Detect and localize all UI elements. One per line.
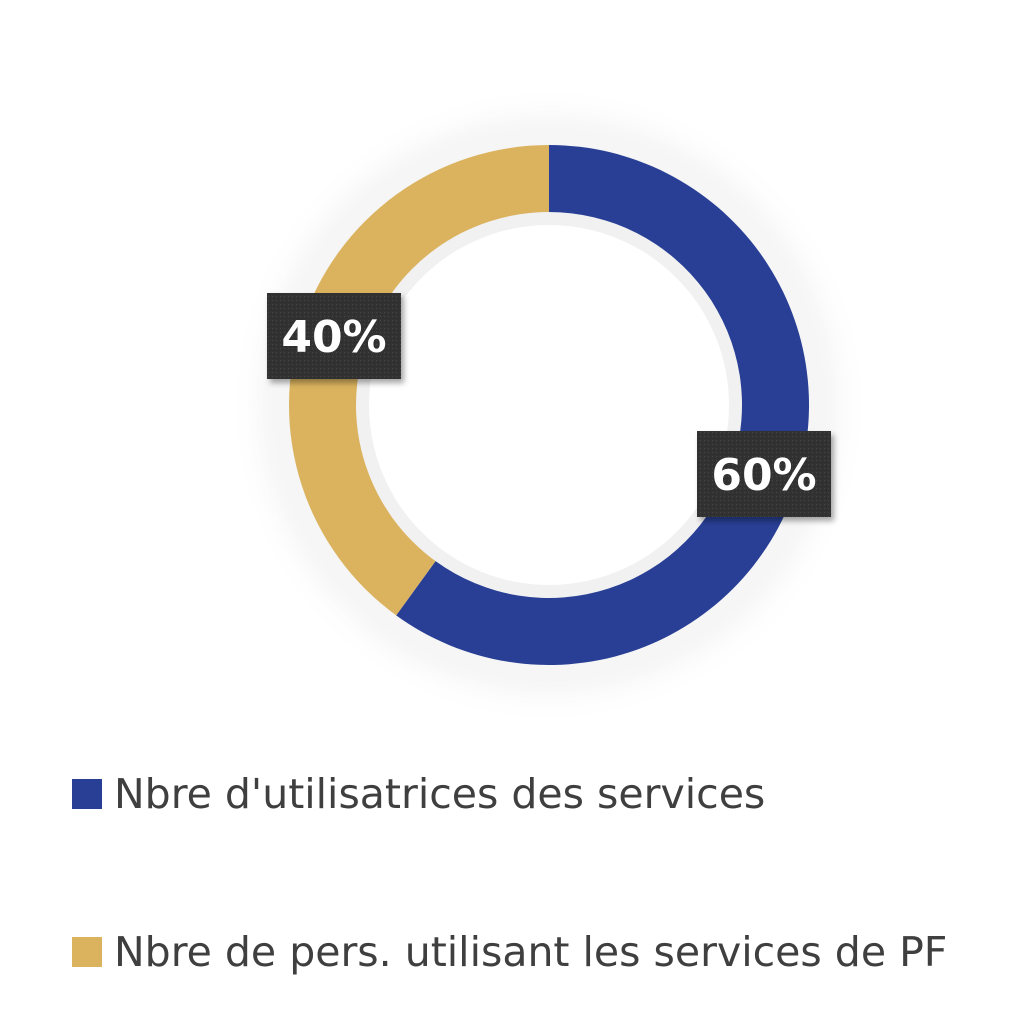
- legend-item-2: Nbre de pers. utilisant les services de …: [72, 928, 947, 976]
- legend-swatch: [72, 779, 102, 809]
- legend-item-1: Nbre d'utilisatrices des services: [72, 770, 765, 818]
- data-label-text: 60%: [711, 450, 816, 501]
- data-label-box: [697, 431, 831, 517]
- data-label-1: 60%: [697, 431, 831, 517]
- donut-hole: [369, 225, 729, 585]
- donut-chart: 60% 40%: [229, 85, 869, 725]
- data-label-text: 40%: [281, 312, 386, 363]
- legend-label: Nbre de pers. utilisant les services de …: [114, 928, 948, 976]
- legend-swatch: [72, 937, 102, 967]
- legend-label: Nbre d'utilisatrices des services: [114, 770, 766, 818]
- data-label-box: [267, 293, 401, 379]
- slice-1: [396, 145, 809, 665]
- slice-2: [289, 145, 549, 616]
- labels-layer: 60% 40%: [267, 293, 831, 517]
- slices-layer: [289, 145, 809, 665]
- data-label-2: 40%: [267, 293, 401, 379]
